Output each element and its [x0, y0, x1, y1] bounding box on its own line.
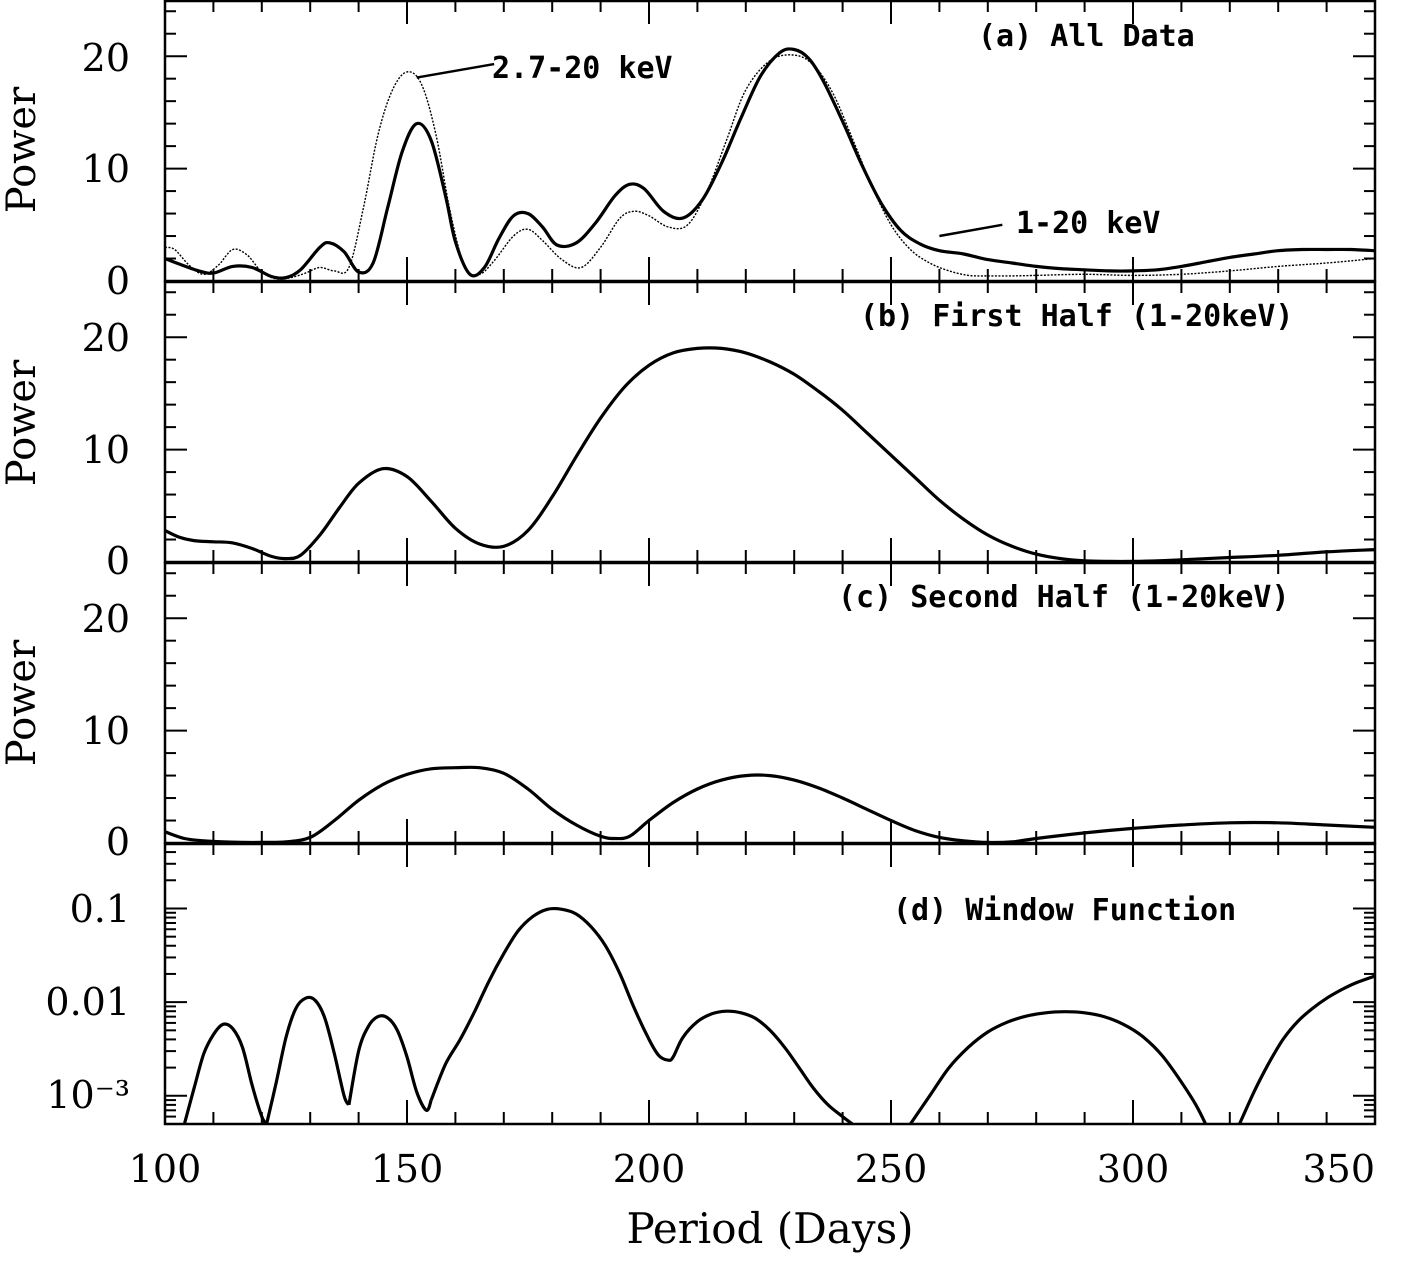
panel-d-ytick-label-0.1: 0.1	[70, 887, 130, 931]
panel-b-ylabel: Power	[0, 359, 45, 486]
series-line-panel-c-0	[165, 765, 1375, 843]
annotation-2.7-20kev: 2.7-20 keV	[492, 51, 673, 86]
xtick-label-250: 250	[855, 1147, 928, 1191]
window-function-segment-0	[182, 1022, 268, 1124]
window-function-segment-5	[1238, 974, 1375, 1124]
xtick-label-350: 350	[1302, 1147, 1375, 1191]
annotation-pointer-1	[939, 223, 1003, 238]
panel-c-ytick-label-20: 20	[82, 597, 130, 641]
panel-a-ytick-label-0: 0	[106, 259, 130, 303]
xtick-label-200: 200	[613, 1147, 686, 1191]
xaxis-label: Period (Days)	[626, 1204, 913, 1253]
window-function-segment-4	[909, 1010, 1208, 1124]
series-line-panel-b-0	[165, 346, 1375, 562]
panel-b-ytick-label-10: 10	[82, 428, 130, 472]
panel-a-label: (a) All Data	[978, 19, 1195, 54]
panel-c-ylabel: Power	[0, 639, 45, 766]
curves	[165, 47, 1375, 1124]
window-function-segment-1	[265, 995, 351, 1124]
annotation-1-20kev: 1-20 keV	[1016, 206, 1161, 241]
panel-c-ytick-label-0: 0	[106, 820, 130, 864]
panel-frames	[163, 0, 1377, 1126]
panel-c-ytick-label-10: 10	[82, 709, 130, 753]
xtick-label-100: 100	[129, 1147, 202, 1191]
xtick-label-300: 300	[1097, 1147, 1170, 1191]
annotation-pointer-0	[416, 62, 495, 79]
panel-b-ytick-label-20: 20	[82, 316, 130, 360]
panel-c-label: (c) Second Half (1-20keV)	[838, 580, 1290, 615]
panel-d-label: (d) Window Function	[893, 893, 1236, 928]
panel-d-ytick-label-0.01: 0.01	[45, 980, 130, 1024]
series-line-panel-a-2-7-20-kev	[165, 54, 1375, 280]
window-function-segment-2	[347, 1014, 433, 1112]
panel-frame-d	[163, 842, 1377, 1126]
panel-a-ytick-label-10: 10	[82, 147, 130, 191]
panel-d-ytick-label-0.001: 10⁻³	[46, 1073, 130, 1117]
panel-b-ytick-label-0: 0	[106, 539, 130, 583]
panel-a-ylabel: Power	[0, 86, 45, 213]
window-function-segment-3	[429, 906, 854, 1124]
series-line-panel-a-1-20-kev	[165, 47, 1375, 280]
xtick-label-150: 150	[371, 1147, 444, 1191]
panel-a-ytick-label-20: 20	[82, 36, 130, 80]
panel-b-label: (b) First Half (1-20keV)	[860, 299, 1293, 334]
